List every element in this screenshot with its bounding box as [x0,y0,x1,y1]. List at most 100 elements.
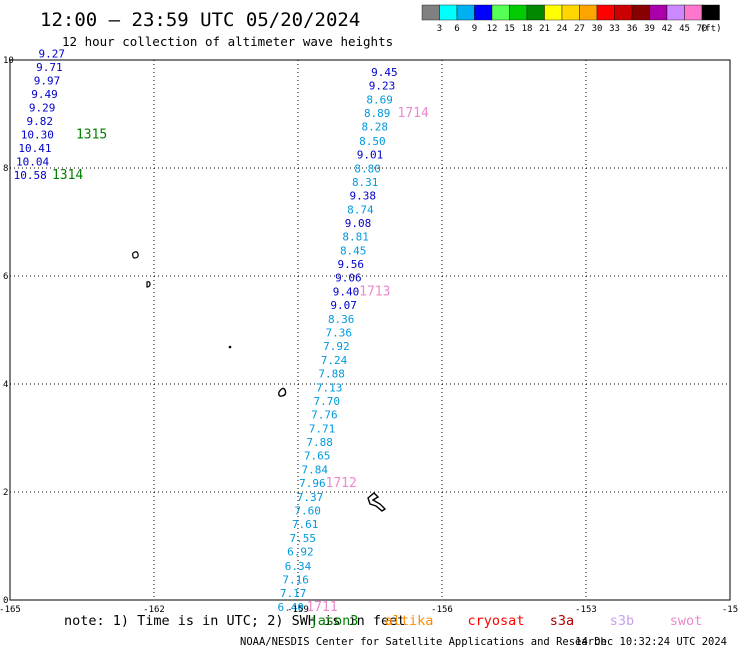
wave-height-value: 8.80 [354,162,381,175]
colorbar-label: 21 [539,24,550,34]
wave-height-value: 8.69 [366,94,393,107]
time-label: 1714 [398,106,429,121]
colorbar-label: 30 [592,24,603,34]
time-label: 1712 [326,476,357,491]
y-tick-label: 2 [3,488,8,498]
x-tick-label: -162 [143,605,165,615]
colorbar-label: 12 [487,24,498,34]
wave-height-value: 6.92 [287,546,314,559]
x-axis-ticks: -165 -162 -159 -156 -153 -15 [0,605,738,615]
chart-subtitle: 12 hour collection of altimeter wave hei… [62,34,393,49]
colorbar-label: 45 [679,24,690,34]
colorbar-label: 18 [522,24,533,34]
colorbar-label: 70 [697,24,708,34]
colorbar-label: 9 [472,24,477,34]
mission-label: s3b [610,613,634,629]
footer-timestamp: 14 Dec 10:32:24 UTC 2024 [575,636,727,648]
wave-height-value: 9.71 [36,61,63,74]
footer-note: note: 1) Time is in UTC; 2) SWH is in fe… [64,613,405,629]
colorbar-swatch [544,4,563,21]
x-tick-label: -159 [287,605,309,615]
x-tick-label: -153 [575,605,597,615]
colorbar-label: 33 [609,24,620,34]
colorbar-swatch [439,4,458,21]
colorbar-swatch [579,4,598,21]
mission-label: altika [385,613,434,629]
y-tick-label: 0 [3,596,8,606]
colorbar-label: 24 [557,24,568,34]
island-outlines [132,251,387,512]
mission-label: cryosat [468,613,525,629]
wave-height-value: 9.45 [371,66,398,79]
colorbar-label: 42 [662,24,673,34]
time-label: 1314 [52,168,83,183]
colorbar-swatch [509,4,528,21]
colorbar-swatch [491,4,510,21]
wave-height-value: 7.92 [323,340,350,353]
wave-height-value: 8.50 [359,135,386,148]
y-axis-ticks: 0 2 4 6 8 10 [3,56,14,606]
footer-credit: NOAA/NESDIS Center for Satellite Applica… [240,636,607,648]
island-shape [132,251,139,259]
wave-height-value: 9.82 [27,115,54,128]
wave-height-value: 7.55 [290,532,317,545]
plot-area: 9.279.719.979.499.299.8210.3010.4110.041… [9,47,731,615]
wave-height-value: 9.08 [345,217,372,230]
wave-height-value: 7.71 [309,423,336,436]
colorbar-swatch [526,4,545,21]
wave-height-value: 9.07 [330,299,357,312]
x-tick-label: -165 [0,605,21,615]
wave-height-value: 7.76 [311,409,338,422]
colorbar-swatch [614,4,633,21]
wave-height-value: 9.49 [31,88,58,101]
wave-height-value: 7.65 [304,450,331,463]
wave-height-value: 9.27 [39,47,66,60]
wave-height-value: 7.84 [302,464,329,477]
satellite-track: 9.279.719.979.499.299.8210.3010.4110.041… [14,47,108,183]
chart-title: 12:00 – 23:59 UTC 05/20/2024 [40,9,360,31]
wave-height-value: 8.81 [342,230,369,243]
colorbar-label: 39 [644,24,655,34]
wave-height-value: 10.30 [21,128,54,141]
wave-height-value: 7.37 [297,491,324,504]
wave-height-value: 8.31 [352,176,379,189]
colorbar-legend: 3 6 9 12 15 18 21 24 27 30 33 36 39 42 45 70(ft) [421,4,722,34]
wave-height-value: 8.74 [347,203,374,216]
mission-legend: jason3 altika cryosat s3a s3b swot [310,613,703,629]
wave-height-value: 10.41 [18,142,51,155]
colorbar-swatch [561,4,580,21]
y-tick-label: 10 [3,56,14,66]
wave-height-value: 7.96 [299,477,326,490]
time-label: 1713 [359,284,390,299]
wave-height-value: 7.17 [280,587,307,600]
wave-height-value: 9.01 [357,148,384,161]
mission-label: s3a [550,613,574,629]
colorbar-swatch [596,4,615,21]
wave-height-value: 7.88 [306,436,333,449]
island-shape [367,492,387,512]
wave-height-value: 7.61 [292,518,319,531]
wave-height-value: 7.70 [314,395,341,408]
colorbar-label: 3 [437,24,442,34]
island-shape [146,281,151,288]
island-shape [278,387,287,397]
y-tick-label: 6 [3,272,8,282]
colorbar-swatch [421,4,440,21]
satellite-track: 9.459.238.698.898.288.509.018.808.319.38… [278,66,429,615]
mission-label: swot [670,613,703,629]
colorbar-swatch [666,4,685,21]
wave-height-value: 7.36 [326,326,353,339]
wave-height-value: 7.24 [321,354,348,367]
colorbar-label: 15 [504,24,515,34]
mission-label: jason3 [310,613,359,629]
time-label: 1711 [306,600,337,615]
wave-height-value: 8.28 [362,121,389,134]
plot-frame [9,59,731,601]
wave-height-value: 7.16 [282,573,309,586]
colorbar-label: 6 [454,24,459,34]
x-tick-label: -156 [431,605,453,615]
colorbar-swatch [631,4,650,21]
wave-height-value: 7.13 [316,382,343,395]
wave-height-value: 6.40 [278,601,305,614]
